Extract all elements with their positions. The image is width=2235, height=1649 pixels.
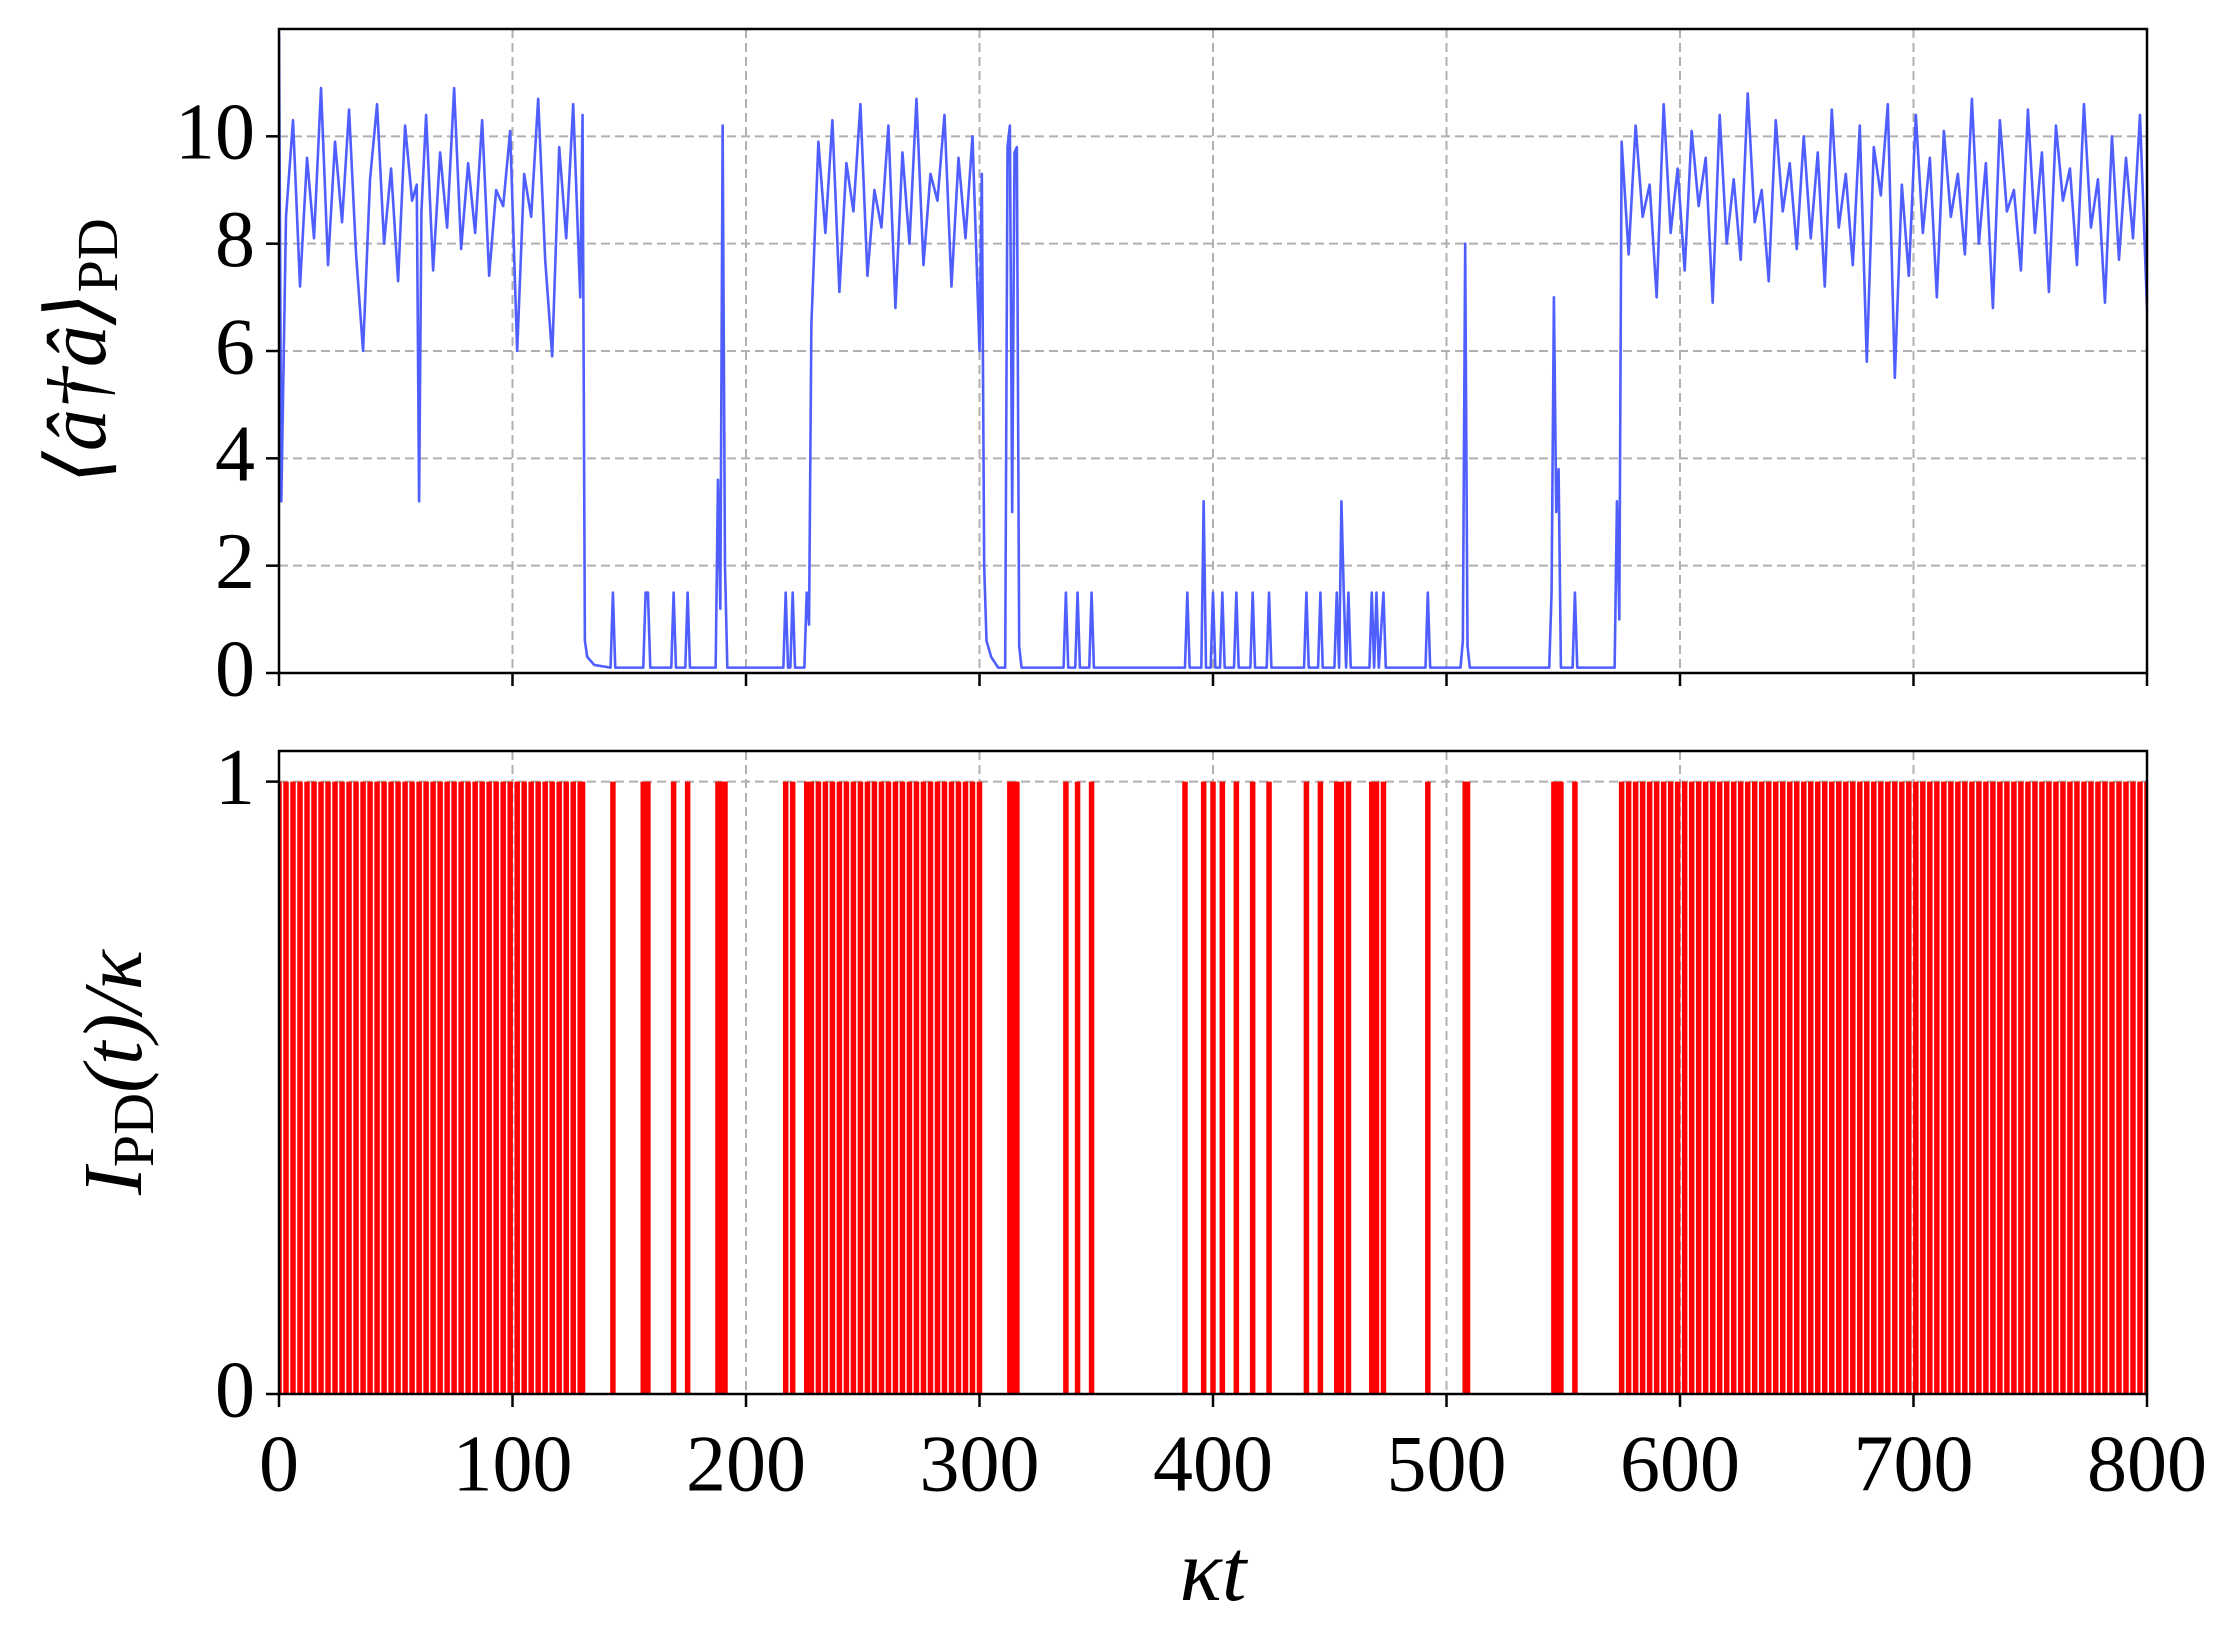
x-tick-label: 700 xyxy=(1854,1420,1974,1508)
panel: 0 100 200 300 400 500 600 700 800 0 1 IPD(t)/κ κt xyxy=(67,734,2207,1620)
y-tick-label: 0 xyxy=(215,1346,255,1434)
x-axis-label: κt xyxy=(1180,1523,1249,1620)
x-tick-label: 400 xyxy=(1153,1420,1273,1508)
data-line xyxy=(279,34,2147,669)
y-tick-label: 6 xyxy=(215,303,255,391)
x-tick-label: 100 xyxy=(453,1420,573,1508)
y-tick-label: 8 xyxy=(215,196,255,284)
plot-area xyxy=(279,34,2147,669)
x-tick-label: 500 xyxy=(1387,1420,1507,1508)
y-axis-label-part: I xyxy=(67,1163,160,1196)
x-tick-label: 200 xyxy=(686,1420,806,1508)
y-tick-label: 4 xyxy=(215,411,255,499)
x-tick-label: 0 xyxy=(259,1420,299,1508)
y-tick-label: 2 xyxy=(215,518,255,606)
y-axis-label-part: (t)/κ xyxy=(67,948,160,1093)
x-tick-label: 600 xyxy=(1620,1420,1740,1508)
plot-area xyxy=(279,781,2147,1394)
x-tick-label: 300 xyxy=(920,1420,1040,1508)
y-tick-label: 1 xyxy=(215,734,255,822)
y-axis-label-part: PD xyxy=(65,218,130,292)
y-axis-label-part: PD xyxy=(101,1093,166,1167)
y-axis-label: ⟨â†â⟩PD xyxy=(31,218,129,484)
y-axis-label: IPD(t)/κ xyxy=(67,948,165,1196)
y-tick-label: 0 xyxy=(215,625,255,713)
x-tick-label: 800 xyxy=(2087,1420,2207,1508)
y-axis-label-part: ⟨â†â⟩ xyxy=(31,292,124,484)
panel: 0 2 4 6 8 10 ⟨â†â⟩PD xyxy=(31,27,2149,713)
y-tick-label: 10 xyxy=(175,89,255,177)
